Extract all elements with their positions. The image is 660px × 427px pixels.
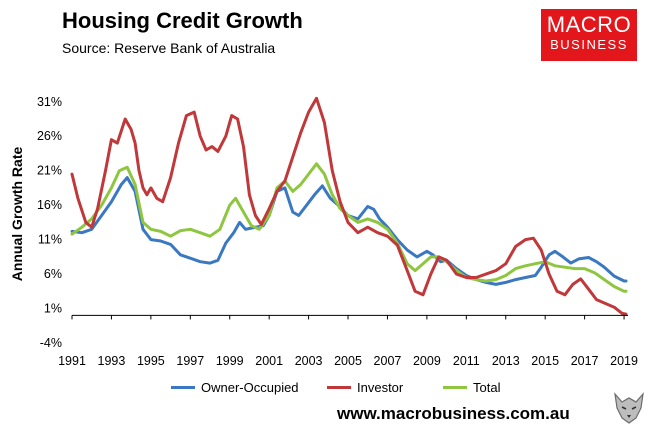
x-tick-label: 1999 [216,354,244,368]
legend-label: Owner-Occupied [201,380,299,395]
y-axis-label: Annual Growth Rate [9,147,25,282]
legend-item-total: Total [443,380,500,395]
y-tick-label: 16% [37,198,62,212]
x-tick-label: 2019 [610,354,638,368]
legend-label: Total [473,380,501,395]
legend-swatch-total [443,386,467,389]
y-tick-label: 6% [44,267,62,281]
x-tick-label: 2009 [413,354,441,368]
legend-item-owner-occupied: Owner-Occupied [171,380,299,395]
y-tick-label: 21% [37,164,62,178]
series-line-total [70,162,628,293]
legend-swatch-owner-occupied [171,386,195,389]
y-tick-label: 26% [37,129,62,143]
chart-title: Housing Credit Growth [62,8,303,33]
x-tick-label: 1991 [58,354,86,368]
series-line-investor [70,96,628,316]
x-tick-label: 2001 [255,354,283,368]
legend-swatch-investor [327,386,351,389]
x-tick-label: 2015 [531,354,559,368]
y-tick-label: 11% [38,233,62,247]
x-tick-label: 2007 [374,354,402,368]
chart-legend: Owner-Occupied Investor Total [0,380,660,396]
x-tick-label: 2013 [492,354,520,368]
logo-line-1: MACRO [546,12,632,37]
y-tick-label: 1% [44,302,62,316]
x-tick-label: 1995 [137,354,165,368]
y-tick-label: -4% [40,336,62,350]
chart-subtitle: Source: Reserve Bank of Australia [62,40,276,56]
x-tick-label: 2017 [571,354,599,368]
macrobusiness-logo: MACRO BUSINESS [541,9,637,61]
legend-label: Investor [357,380,404,395]
x-tick-label: 1993 [98,354,126,368]
y-tick-label: 31% [37,95,62,109]
website-url[interactable]: www.macrobusiness.com.au [337,404,570,423]
wolf-logo-icon [610,388,648,426]
x-tick-label: 1997 [176,354,204,368]
x-tick-label: 2005 [334,354,362,368]
legend-item-investor: Investor [327,380,403,395]
x-tick-label: 2003 [295,354,323,368]
x-tick-label: 2011 [453,354,480,368]
logo-line-2: BUSINESS [550,37,628,52]
